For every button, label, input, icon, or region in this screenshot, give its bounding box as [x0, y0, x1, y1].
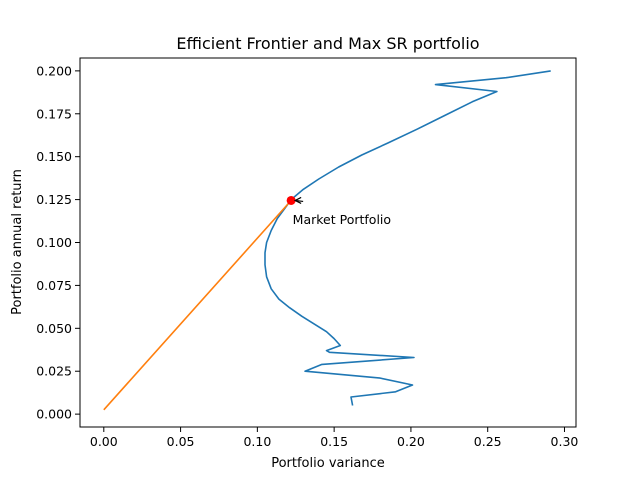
x-tick-label: 0.10 [243, 434, 271, 449]
y-tick-label: 0.175 [36, 106, 72, 121]
x-tick-label: 0.05 [167, 434, 195, 449]
chart-title: Efficient Frontier and Max SR portfolio [176, 34, 479, 53]
y-tick-label: 0.200 [36, 63, 72, 78]
capital-market-line [103, 199, 292, 411]
tick-group: 0.00 0.05 0.10 0.15 0.20 0.25 0.30 0.000 0.025 0.… [36, 63, 578, 449]
max-sr-marker [286, 195, 296, 205]
x-axis-label: Portfolio variance [271, 456, 385, 471]
marker-group: Market Portfolio [286, 195, 391, 227]
x-tick-label: 0.25 [474, 434, 502, 449]
y-tick-label: 0.050 [36, 321, 72, 336]
plot-frame [79, 57, 577, 428]
y-tick-label: 0.100 [36, 235, 72, 250]
y-axis-label: Portfolio annual return [10, 169, 25, 315]
series-group [103, 70, 551, 411]
x-tick-label: 0.15 [320, 434, 348, 449]
y-tick-label: 0.150 [36, 149, 72, 164]
x-tick-label: 0.30 [551, 434, 579, 449]
annotation-arrowhead [293, 196, 302, 204]
y-tick-label: 0.125 [36, 192, 72, 207]
y-tick-label: 0.025 [36, 364, 72, 379]
frontier-line [264, 70, 551, 406]
x-tick-label: 0.20 [397, 434, 425, 449]
market-portfolio-label: Market Portfolio [293, 212, 391, 227]
y-tick-label: 0.075 [36, 278, 72, 293]
y-tick-label: 0.000 [36, 407, 72, 422]
x-tick-label: 0.00 [90, 434, 118, 449]
